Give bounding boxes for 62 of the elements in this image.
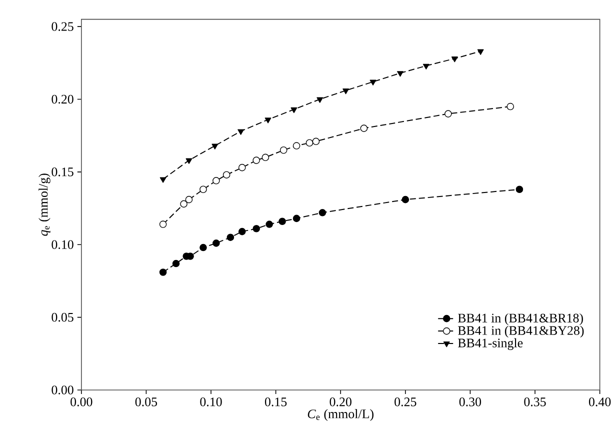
point xyxy=(238,129,244,135)
point xyxy=(316,97,324,103)
point xyxy=(266,220,273,228)
point xyxy=(342,88,349,94)
point xyxy=(200,186,207,194)
legend-label: BB41 in (BB41&BR18) xyxy=(458,313,583,326)
y-tick-label: 0.10 xyxy=(52,240,74,250)
point xyxy=(292,142,300,150)
point xyxy=(212,240,220,247)
point xyxy=(506,102,514,110)
y-axis-title: q$_{e}$ (mmol/g) xyxy=(38,174,50,236)
point xyxy=(252,156,260,164)
point xyxy=(186,158,192,164)
point xyxy=(262,154,270,162)
y-tick-label: 0.20 xyxy=(52,94,74,104)
y-tick-label: 0.15 xyxy=(52,168,74,176)
point xyxy=(290,107,298,114)
x-tick-label: 0.00 xyxy=(70,398,92,406)
point xyxy=(312,138,320,146)
legend-label: BB41 in (BB41&BY28) xyxy=(458,326,584,338)
point xyxy=(422,64,430,70)
y-tick-label: 0.05 xyxy=(52,312,74,322)
point xyxy=(160,177,166,183)
point xyxy=(318,208,326,216)
point xyxy=(185,196,193,204)
legend-label: BB41-single xyxy=(458,338,523,350)
x-tick-label: 0.35 xyxy=(524,398,546,406)
point xyxy=(238,228,246,236)
point xyxy=(159,220,167,228)
y-tick-label: 0.25 xyxy=(52,22,74,31)
point xyxy=(444,110,452,118)
point xyxy=(226,234,234,242)
point xyxy=(451,56,458,62)
y-tick-label: 0.00 xyxy=(52,386,74,394)
point xyxy=(264,118,272,124)
x-tick-label: 0.10 xyxy=(200,398,222,406)
x-tick-label: 0.25 xyxy=(394,398,416,406)
x-tick-label: 0.40 xyxy=(588,398,611,406)
point xyxy=(252,224,260,232)
point xyxy=(238,164,246,172)
x-tick-label: 0.15 xyxy=(264,398,287,406)
point xyxy=(278,218,286,226)
point xyxy=(212,177,220,184)
point xyxy=(360,124,368,132)
point xyxy=(200,244,207,252)
point xyxy=(212,144,218,150)
x-tick-label: 0.30 xyxy=(459,398,482,406)
point xyxy=(222,171,230,178)
point xyxy=(370,80,376,86)
point xyxy=(280,146,288,154)
point xyxy=(180,200,188,208)
point xyxy=(159,268,167,276)
point xyxy=(516,186,524,194)
point xyxy=(306,139,314,147)
x-axis-title: C$_{e}$ (mmol/L) xyxy=(308,409,374,421)
point xyxy=(172,260,180,268)
point xyxy=(292,214,300,222)
point xyxy=(477,49,484,55)
x-tick-label: 0.05 xyxy=(135,398,158,406)
point xyxy=(402,196,410,204)
point xyxy=(397,71,404,77)
x-tick-label: 0.20 xyxy=(330,398,352,406)
